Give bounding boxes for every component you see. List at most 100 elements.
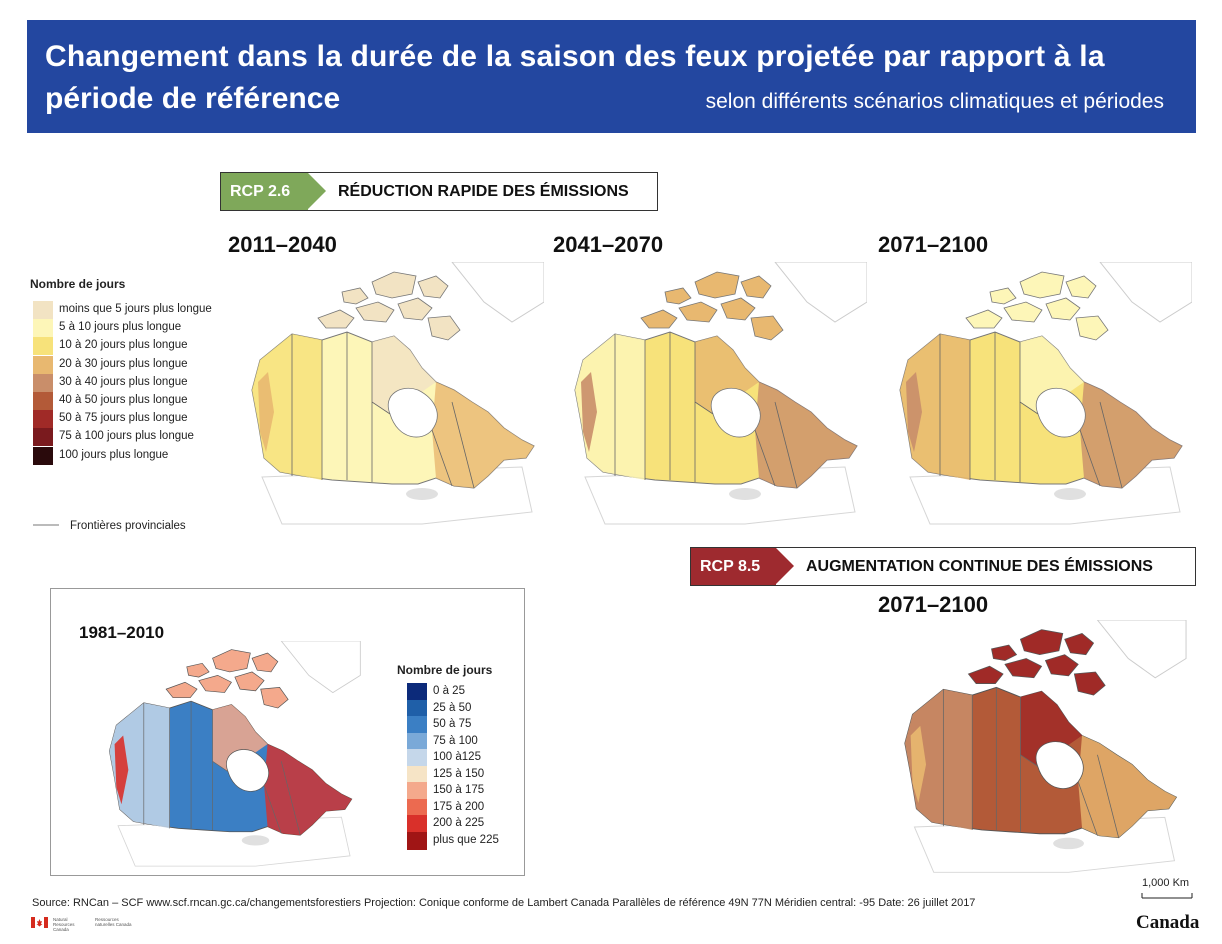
arctic-island — [1045, 297, 1081, 321]
east-region — [264, 744, 352, 836]
title-banner: Changement dans la durée de la saison de… — [27, 20, 1196, 133]
legend-change-swatch — [33, 355, 53, 374]
legend-change-label: 50 à 75 jours plus longue — [59, 412, 188, 425]
arctic-island — [1064, 633, 1095, 656]
scale-label: 1,000 Km — [1142, 877, 1190, 889]
legend-change-label: 75 à 100 jours plus longue — [59, 430, 194, 443]
arctic-island — [1019, 271, 1065, 299]
arctic-island — [720, 297, 756, 321]
legend-change-label: 100 jours plus longue — [59, 448, 169, 461]
provincial-border — [694, 401, 714, 415]
canada-flag-icon — [31, 917, 48, 928]
provincial-border — [451, 401, 475, 489]
provincial-border — [212, 761, 229, 772]
legend-baseline-swatch — [407, 831, 427, 850]
greenland-outline — [451, 262, 544, 323]
hudson-bay — [387, 388, 438, 438]
title-line-2: période de référence — [45, 82, 341, 115]
legend-baseline-swatch — [407, 749, 427, 767]
west-region — [575, 334, 645, 480]
greenland-outline — [1096, 620, 1187, 679]
legend-change-swatch — [33, 319, 53, 338]
provincial-border — [1019, 401, 1039, 415]
map-2071-2100-rcp85 — [904, 620, 1187, 873]
title-line-1: Changement dans la durée de la saison de… — [45, 40, 1105, 73]
provincial-border — [1099, 401, 1123, 489]
east-region — [1080, 382, 1182, 488]
coast-region — [581, 372, 597, 452]
legend-baseline-label: 25 à 50 — [433, 701, 472, 714]
arctic-island — [371, 271, 417, 299]
provincial-border — [1079, 429, 1101, 487]
arctic-island — [186, 662, 210, 678]
arctic-island — [355, 301, 395, 323]
legend-baseline-label: 150 à 175 — [433, 784, 485, 796]
legend-baseline-swatch — [407, 782, 427, 800]
legend-baseline-swatch — [407, 765, 427, 784]
legend-change-swatch — [33, 392, 53, 410]
govt-name-en: Natural Resources Canada — [53, 917, 75, 932]
legend-baseline-swatch — [407, 732, 427, 751]
period-2011-2040: 2011–2040 — [228, 232, 337, 257]
arctic-island — [417, 275, 449, 299]
arctic-island — [212, 649, 251, 673]
arctic-island — [1004, 658, 1043, 679]
source-text: Source: RNCan – SCF www.scf.rncan.gc.ca/… — [32, 897, 976, 909]
map-2041-2070 — [574, 262, 867, 525]
arctic-island — [1019, 629, 1064, 656]
legend-change-title: Nombre de jours — [30, 277, 126, 291]
arctic-island — [165, 681, 198, 699]
arctic-island — [740, 275, 772, 299]
greenland-outline — [1099, 262, 1192, 323]
hudson-bay — [1035, 388, 1086, 438]
provincial-border — [280, 761, 301, 836]
legend-change-swatch — [33, 337, 53, 356]
scenario-rcp26-tag: RCP 2.6 — [221, 173, 326, 210]
provincial-border — [1077, 781, 1098, 836]
arctic-island — [694, 271, 740, 299]
arctic-island — [397, 297, 433, 321]
arctic-island — [317, 309, 355, 329]
north-region — [372, 336, 436, 414]
legend-baseline-swatch — [407, 815, 427, 833]
hudson-bay — [1035, 741, 1084, 789]
provincial-border — [263, 785, 282, 834]
coast-region — [258, 372, 274, 452]
north-region — [1020, 691, 1083, 767]
arctic-island — [965, 309, 1003, 329]
map-1981-2010 — [108, 641, 361, 867]
provincial-border — [1020, 754, 1038, 767]
scenario-rcp85-label: AUGMENTATION CONTINUE DES ÉMISSIONS — [806, 557, 1153, 575]
great-lakes — [406, 488, 438, 500]
legend-baseline-label: 175 à 200 — [433, 800, 485, 813]
map-2011-2040 — [251, 262, 544, 525]
canada-wordmark: Canada — [1136, 912, 1200, 933]
provincial-border — [431, 429, 453, 487]
arctic-island — [1003, 301, 1043, 323]
period-2071-2100-rcp26: 2071–2100 — [878, 232, 989, 257]
north-region — [695, 336, 759, 414]
legend-change-label: 5 à 10 jours plus longue — [59, 321, 182, 334]
north-region — [212, 704, 268, 772]
legend-baseline-label: 125 à 150 — [433, 767, 485, 780]
scenario-rcp85-tag: RCP 8.5 — [691, 548, 794, 585]
greenland-outline — [280, 641, 361, 694]
legend-baseline-label: plus que 225 — [433, 833, 499, 846]
provincial-border — [754, 429, 776, 487]
legend-change-label: 10 à 20 jours plus longue — [59, 339, 188, 352]
legend-baseline-swatch — [407, 699, 427, 718]
east-region — [755, 382, 857, 488]
arctic-island — [664, 287, 692, 305]
legend-baseline-label: 100 à125 — [433, 751, 481, 763]
west-region — [900, 334, 970, 480]
east-region — [432, 382, 534, 488]
arctic-island — [967, 665, 1004, 684]
arctic-island — [251, 652, 279, 673]
period-2071-2100-rcp85: 2071–2100 — [878, 592, 989, 617]
great-lakes — [1054, 488, 1086, 500]
arctic-island — [640, 309, 678, 329]
legend-baseline-swatch — [407, 716, 427, 734]
map-2071-2100-rcp26 — [899, 262, 1192, 525]
arctic-island — [341, 287, 369, 305]
legend-baseline-title: Nombre de jours — [397, 663, 493, 677]
